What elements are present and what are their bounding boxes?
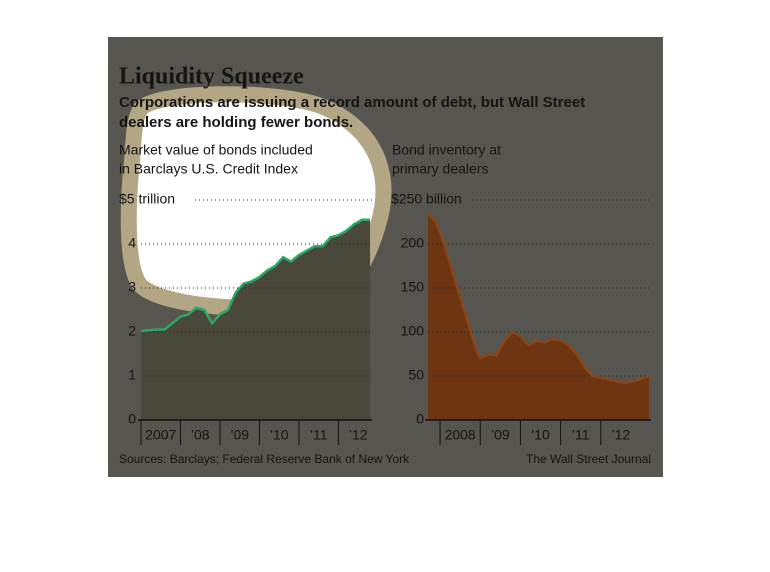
y-tick-label: 3 <box>128 279 136 295</box>
y-tick-label: 4 <box>128 235 136 251</box>
y-tick-label: 1 <box>128 367 136 383</box>
y-tick-label: 100 <box>401 323 425 339</box>
subtitle: Corporations are issuing a record amount… <box>119 94 585 111</box>
area <box>428 213 649 420</box>
credit: The Wall Street Journal <box>526 452 651 466</box>
y-tick-label: 200 <box>401 235 425 251</box>
chart-label: Bond inventory at <box>392 142 501 158</box>
x-tick-label: ’11 <box>310 427 328 443</box>
x-tick-label: ’12 <box>612 427 631 443</box>
source: Sources: Barclays; Federal Reserve Bank … <box>119 452 410 466</box>
x-tick-label: 2008 <box>445 427 476 443</box>
subtitle: dealers are holding fewer bonds. <box>119 114 353 131</box>
title: Liquidity Squeeze <box>119 64 304 90</box>
chart-label: in Barclays U.S. Credit Index <box>119 161 298 177</box>
line <box>427 212 650 385</box>
y-tick-label: 50 <box>408 367 424 383</box>
x-tick-label: ’09 <box>230 427 249 443</box>
line <box>140 218 371 333</box>
y-tick-label: 2 <box>128 323 136 339</box>
x-tick-label: ’11 <box>572 427 590 443</box>
x-tick-label: ’10 <box>531 427 550 443</box>
x-tick-label: 2007 <box>145 427 176 443</box>
x-tick-label: ’10 <box>270 427 289 443</box>
y-tick-label: 150 <box>401 279 425 295</box>
y-tick-label: 0 <box>416 411 424 427</box>
y-tick-label: $250 billion <box>391 191 462 207</box>
y-tick-label: 0 <box>128 411 136 427</box>
x-tick-label: ’12 <box>349 427 368 443</box>
chart-label: Market value of bonds included <box>119 142 313 158</box>
chart-label: primary dealers <box>392 161 488 177</box>
y-tick-label: $5 trillion <box>119 191 175 207</box>
x-tick-label: ’09 <box>491 427 510 443</box>
area <box>141 219 371 420</box>
x-tick-label: ’08 <box>191 427 210 443</box>
